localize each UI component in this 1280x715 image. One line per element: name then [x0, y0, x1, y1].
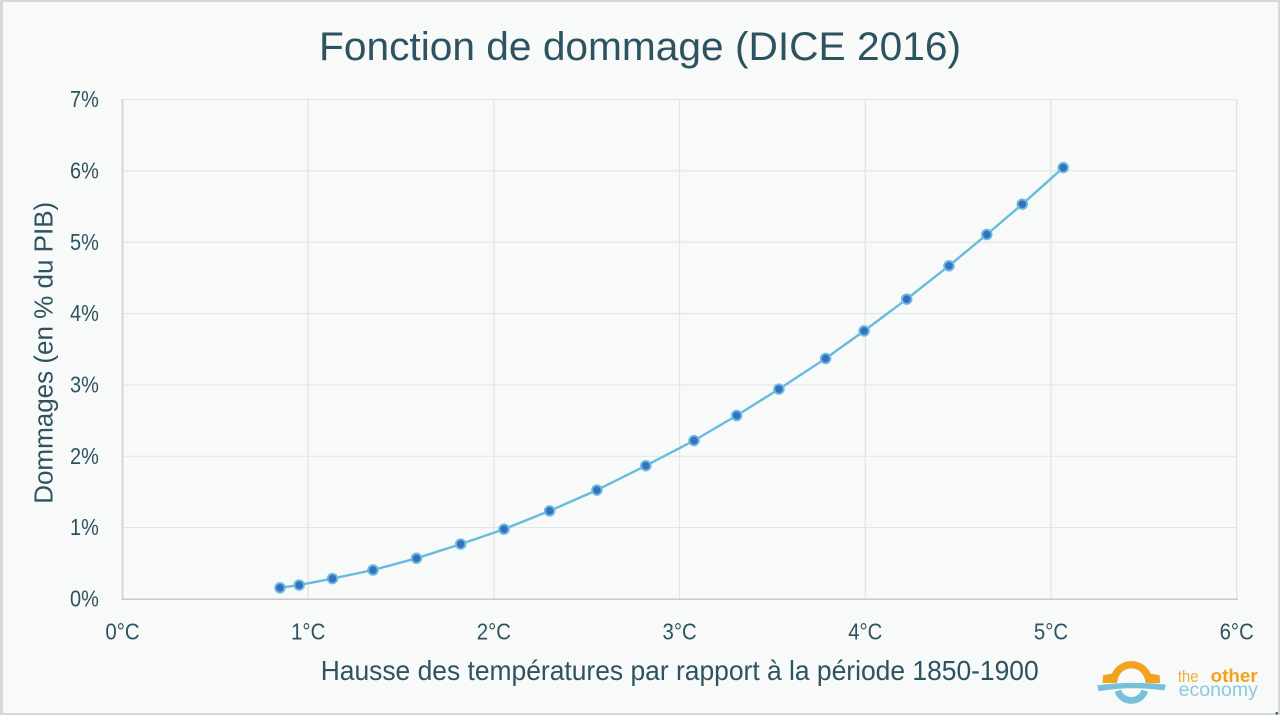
svg-text:2°C: 2°C: [477, 619, 511, 645]
svg-text:Hausse des températures par ra: Hausse des températures par rapport à la…: [321, 655, 1039, 686]
svg-text:1°C: 1°C: [291, 619, 325, 645]
svg-text:1%: 1%: [70, 514, 99, 540]
svg-text:2%: 2%: [70, 443, 99, 469]
svg-text:0%: 0%: [70, 586, 99, 612]
svg-text:7%: 7%: [70, 86, 99, 112]
svg-text:3%: 3%: [70, 372, 99, 398]
svg-text:3°C: 3°C: [663, 619, 697, 645]
svg-text:Fonction de dommage (DICE 2016: Fonction de dommage (DICE 2016): [319, 24, 961, 69]
svg-text:4%: 4%: [70, 300, 99, 326]
svg-text:the: the: [1178, 667, 1199, 686]
svg-text:economy: economy: [1179, 680, 1259, 701]
svg-text:5%: 5%: [70, 229, 99, 255]
svg-text:other: other: [1211, 665, 1258, 686]
svg-text:6%: 6%: [70, 157, 99, 183]
svg-text:6°C: 6°C: [1220, 619, 1254, 645]
svg-text:4°C: 4°C: [848, 619, 882, 645]
svg-text:Dommages (en % du PIB): Dommages (en % du PIB): [29, 202, 59, 504]
svg-text:0°C: 0°C: [105, 619, 139, 645]
svg-text:5°C: 5°C: [1034, 619, 1068, 645]
